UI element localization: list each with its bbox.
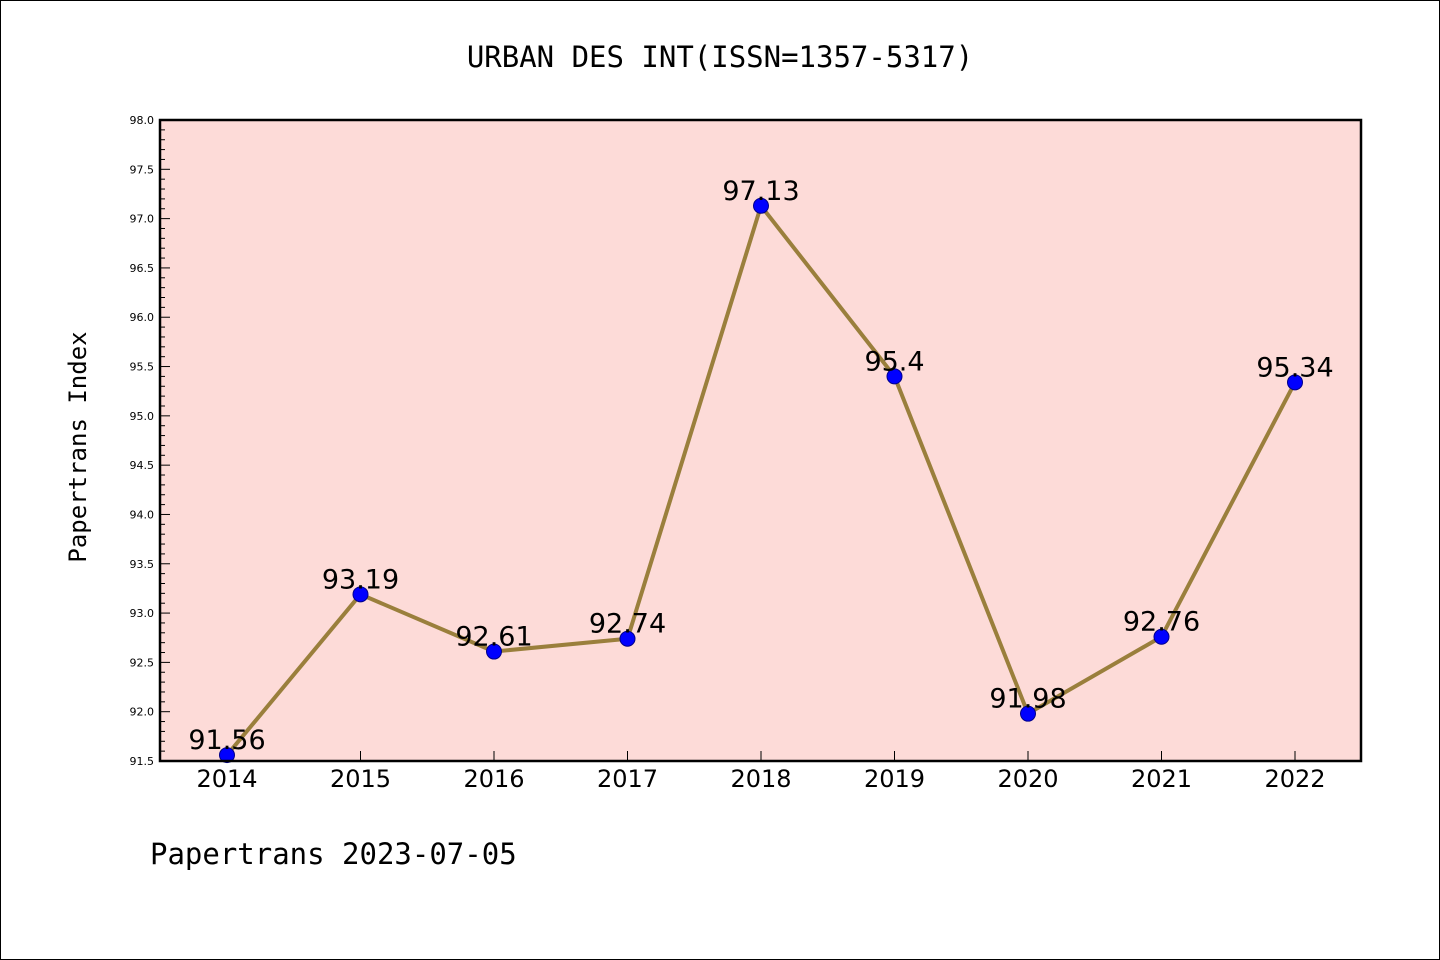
x-tick-label: 2015 [330,765,391,793]
data-point [486,643,502,660]
y-tick-label: 96.5 [130,262,155,275]
x-tick-label: 2019 [864,765,925,793]
data-label-layer: 91.56 93.19 92.61 92.74 97.13 95.4 91.98 92.76 9… [188,176,1333,756]
y-tick-label: 94.5 [130,459,155,472]
data-label: 92.74 [589,609,666,640]
y-tick-label: 95.5 [130,361,155,374]
x-tick-label: 2014 [196,765,257,793]
y-tick-label: 91.5 [130,755,155,768]
data-point [886,368,903,385]
y-tick-label: 97.5 [130,163,155,176]
x-tick-label: 2016 [463,765,524,793]
y-tick-label: 97.0 [130,213,155,226]
y-tick-label: 95.0 [130,410,155,423]
plot-area [160,120,1361,761]
y-tick-label: 98.0 [130,114,155,127]
y-tick-label: 96.0 [130,311,155,324]
x-tick-label: 2022 [1264,765,1325,793]
data-point [1020,705,1036,722]
series-layer [219,197,1303,764]
x-tick-label: 2018 [730,765,791,793]
data-point [753,197,769,214]
chart-title: URBAN DES INT(ISSN=1357-5317) [467,40,973,74]
data-label: 92.61 [455,622,532,653]
data-point [219,747,235,764]
data-point [619,630,636,647]
y-tick-label: 93.5 [130,558,155,571]
x-tick-label: 2021 [1131,765,1192,793]
data-point [1153,628,1170,645]
data-label: 92.76 [1123,607,1200,638]
y-tick-label: 92.5 [130,656,155,669]
data-label: 95.4 [864,346,924,377]
x-axis: 2014 2015 2016 2017 2018 2019 2020 2021 2022 [196,751,1326,793]
data-point [352,586,369,603]
data-label: 93.19 [322,564,399,595]
data-label: 91.98 [989,684,1066,715]
y-tick-label: 92.0 [130,706,155,719]
y-tick-label: 94.0 [130,508,155,521]
x-tick-label: 2017 [597,765,658,793]
data-label: 95.34 [1256,352,1333,383]
y-axis: 91.5 92.0 92.5 93.0 93.5 94.0 94.5 95.0 95.5 96.0… [130,114,170,768]
plot-border [158,118,1363,763]
y-axis-label: Papertrans Index [64,331,92,562]
footer-text: Papertrans 2023-07-05 [150,837,517,871]
data-label: 91.56 [188,725,265,756]
data-point [1287,374,1303,391]
data-label: 97.13 [722,176,799,207]
y-tick-label: 93.0 [130,607,155,620]
x-tick-label: 2020 [997,765,1058,793]
